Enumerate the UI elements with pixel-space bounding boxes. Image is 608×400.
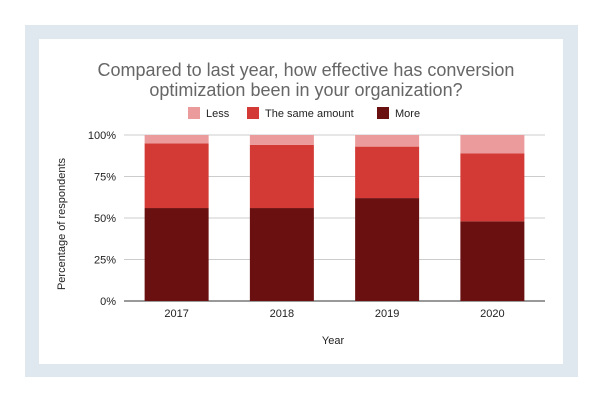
y-tick-label: 50% xyxy=(94,213,116,225)
bar-2018-less xyxy=(249,135,314,145)
x-tick-label: 2017 xyxy=(164,308,188,320)
bar-2017-less xyxy=(144,135,209,144)
bar-2017-the-same-amount xyxy=(144,143,209,209)
legend-label: Less xyxy=(206,108,230,120)
bar-2019-the-same-amount xyxy=(355,146,420,199)
bar-2020-the-same-amount xyxy=(460,153,525,222)
chart-title-line-2: optimization been in your organization? xyxy=(149,80,462,100)
y-tick-label: 25% xyxy=(94,255,116,267)
x-tick-label: 2019 xyxy=(375,308,399,320)
y-axis-title: Percentage of respondents xyxy=(56,157,68,290)
legend-swatch-the-same-amount xyxy=(247,107,259,119)
y-tick-label: 75% xyxy=(94,172,116,184)
bar-2017-more xyxy=(144,208,209,301)
legend-label: More xyxy=(395,108,420,120)
x-tick-label: 2018 xyxy=(270,308,294,320)
y-axis-ticks: 0% 25% 50% 75% 100% xyxy=(88,130,116,308)
legend-label: The same amount xyxy=(265,108,354,120)
bar-2019-more xyxy=(355,198,420,301)
legend-swatch-more xyxy=(377,107,389,119)
x-axis-ticks: 2017 2018 2019 2020 xyxy=(164,308,504,320)
y-tick-label: 0% xyxy=(100,296,116,308)
legend-swatch-less xyxy=(188,107,200,119)
bar-2020-less xyxy=(460,135,525,154)
chart-title-line-1: Compared to last year, how effective has… xyxy=(98,60,515,80)
bar-2018-more xyxy=(249,208,314,301)
bars xyxy=(144,135,525,301)
legend: Less The same amount More xyxy=(188,107,420,120)
y-tick-label: 100% xyxy=(88,130,116,142)
bar-2020-more xyxy=(460,221,525,301)
bar-2019-less xyxy=(355,135,420,147)
x-axis-title: Year xyxy=(322,335,345,347)
bar-2018-the-same-amount xyxy=(249,144,314,209)
x-tick-label: 2020 xyxy=(480,308,504,320)
